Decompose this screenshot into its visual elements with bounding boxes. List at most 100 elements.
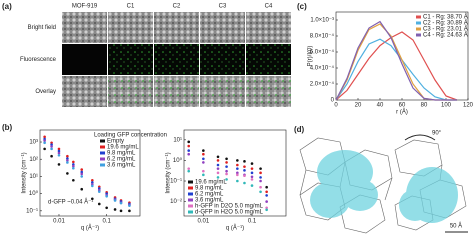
column-label: C2 [173, 4, 181, 10]
data-point [265, 185, 268, 189]
x-axis-label: r (Å) [396, 109, 408, 116]
data-point [187, 169, 191, 173]
data-point [119, 201, 123, 205]
legend-label: C2 - Rg: 30.89 Å [423, 20, 468, 27]
x-tick-label: 40 [377, 103, 384, 109]
y-tick-label: 8.0×10⁻⁴ [310, 33, 335, 40]
data-point [216, 159, 220, 162]
data-point [50, 154, 53, 158]
data-point [265, 206, 268, 210]
data-point [50, 145, 53, 148]
data-point [187, 167, 191, 170]
x-axis-label: q (Å⁻¹) [81, 225, 99, 232]
micrograph [154, 44, 199, 75]
y-tick-label: 10⁻¹ [26, 208, 38, 214]
data-point [50, 147, 53, 151]
panel-label: (a) [2, 2, 12, 11]
y-tick-label: 10¹ [173, 137, 182, 143]
micrograph [108, 44, 153, 75]
x-tick-label: 20 [355, 103, 362, 109]
rotation-arrow [404, 134, 436, 141]
micrograph [200, 12, 245, 43]
column-label: MOF-919 [72, 4, 98, 10]
data-point [113, 208, 117, 211]
panel-label: (d) [294, 125, 305, 134]
data-point [202, 169, 205, 173]
data-point [91, 181, 94, 184]
micrograph [200, 76, 245, 107]
data-point [202, 152, 205, 156]
data-point [43, 141, 46, 145]
data-point [250, 178, 254, 181]
data-point [236, 173, 239, 177]
legend-swatch [416, 27, 421, 31]
data-point [57, 147, 61, 151]
data-point [187, 152, 191, 156]
data-point [250, 162, 254, 165]
protein-illustration [310, 150, 458, 223]
data-point [202, 157, 205, 161]
y-tick-label: 10⁻² [170, 199, 182, 205]
data-point [128, 204, 131, 207]
data-point [57, 153, 61, 157]
data-point [105, 194, 108, 198]
micrograph [246, 44, 291, 75]
legend-label: 9.8 mg/mL [107, 151, 136, 157]
data-point [119, 209, 123, 213]
data-point [80, 168, 84, 171]
series-line [335, 20, 457, 101]
legend-label: Empty [107, 139, 124, 145]
data-point [43, 139, 46, 142]
data-point [97, 190, 101, 193]
data-point [265, 208, 268, 212]
legend-swatch [100, 151, 105, 155]
data-point [265, 200, 268, 203]
legend-swatch [188, 180, 193, 184]
micrograph [154, 76, 199, 107]
micrograph [108, 76, 153, 107]
legend-label: C4 - Rg: 24.63 Å [423, 32, 468, 39]
data-point [250, 184, 254, 187]
micrograph [108, 12, 153, 43]
legend-swatch [188, 198, 193, 202]
legend-label: 19.6 mg/mL [107, 145, 139, 151]
data-point [72, 178, 75, 182]
data-point [236, 163, 239, 167]
data-point [225, 178, 228, 181]
y-tick-label: 1.0×10⁻³ [310, 18, 334, 24]
legend-label: h-GFP in D2O 5.0 mg/mL [195, 204, 264, 210]
x-axis-label: q (Å⁻¹) [226, 225, 244, 232]
annotation: d-GFP ~0.04 Å⁻¹ [48, 199, 93, 206]
data-point [91, 178, 94, 182]
data-point [216, 155, 220, 159]
y-axis-label: Intensity (cm⁻¹) [166, 152, 172, 193]
data-point [259, 185, 262, 189]
data-point [202, 173, 205, 177]
data-point [265, 194, 268, 197]
legend-swatch [188, 210, 193, 214]
data-point [225, 157, 228, 161]
y-tick-label: 0 [331, 98, 335, 104]
micrograph [62, 44, 107, 75]
data-point [66, 161, 69, 164]
data-point [236, 159, 239, 162]
data-point [216, 167, 220, 170]
x-tick-label: 100 [441, 103, 452, 109]
x-tick-label: 80 [421, 103, 428, 109]
data-point [216, 163, 220, 167]
data-point [187, 149, 191, 152]
y-tick-label: 2.0×10⁻⁴ [310, 81, 335, 88]
legend-swatch [188, 186, 193, 190]
data-point [80, 172, 84, 176]
micrograph [154, 12, 199, 43]
column-label: C3 [219, 4, 227, 10]
legend-label: 3.6 mg/mL [107, 163, 136, 169]
data-point [187, 140, 191, 144]
micrograph [62, 76, 107, 107]
data-point [80, 175, 84, 178]
data-point [72, 166, 75, 170]
data-point [128, 209, 131, 213]
data-point [66, 154, 69, 158]
row-label: Fluorescence [20, 57, 57, 63]
data-point [57, 163, 61, 166]
